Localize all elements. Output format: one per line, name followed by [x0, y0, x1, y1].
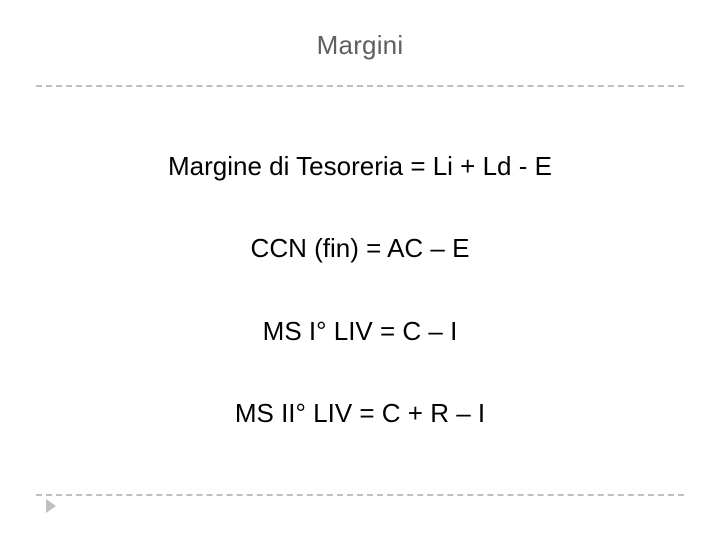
- arrow-icon: [46, 499, 56, 513]
- divider-bottom: [36, 494, 684, 496]
- formula-line-4: MS II° LIV = C + R – I: [235, 398, 485, 429]
- slide-content: Margine di Tesoreria = Li + Ld - E CCN (…: [0, 100, 720, 480]
- formula-line-1: Margine di Tesoreria = Li + Ld - E: [168, 151, 552, 182]
- divider-top: [36, 85, 684, 87]
- formula-line-3: MS I° LIV = C – I: [263, 316, 458, 347]
- slide-container: Margini Margine di Tesoreria = Li + Ld -…: [0, 0, 720, 540]
- formula-line-2: CCN (fin) = AC – E: [251, 233, 470, 264]
- slide-title: Margini: [0, 0, 720, 75]
